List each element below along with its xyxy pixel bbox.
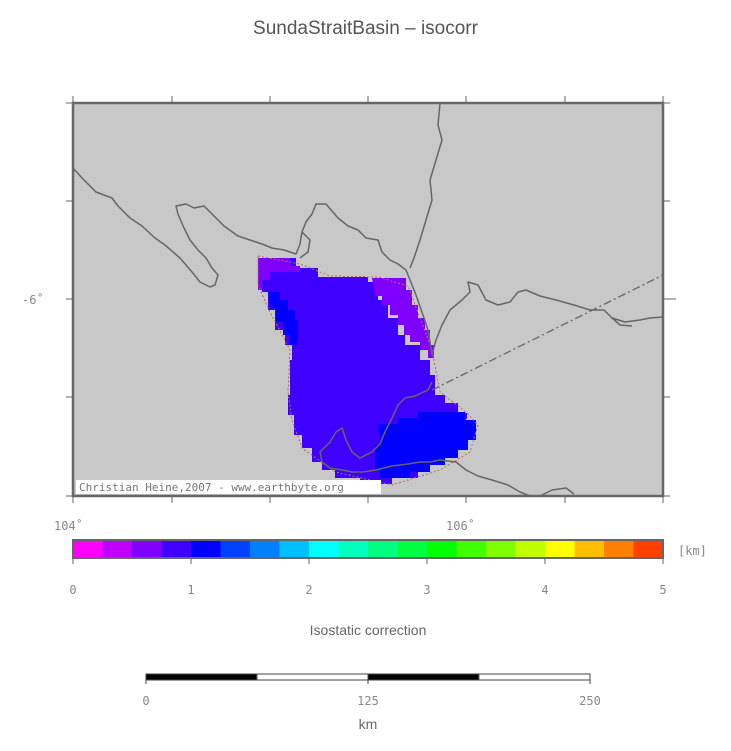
colorbar-cell	[309, 540, 339, 558]
grid-region-blue-se	[375, 412, 476, 478]
lineament-line	[431, 274, 664, 391]
colorbar-cell	[633, 540, 664, 558]
colorbar-cell	[191, 540, 221, 558]
scale-unit: km	[359, 716, 378, 732]
colorbar-cell	[161, 540, 192, 558]
credit-box	[76, 480, 381, 494]
colorbar-cell	[486, 540, 516, 558]
colorbar-cell	[397, 540, 428, 558]
lon-label-106e: 106˚	[446, 518, 475, 533]
grid-region-purple	[372, 278, 434, 358]
colorbar-ticks	[72, 558, 664, 564]
colorbar-cell	[279, 540, 310, 558]
colorbar-tick-label: 2	[305, 583, 312, 597]
lon-label-104e: 104˚	[54, 518, 83, 533]
isocorr-grid	[257, 255, 479, 486]
colorbar-cell	[427, 540, 457, 558]
colorbar-cell	[515, 540, 546, 558]
colorbar-tick-label: 3	[423, 583, 430, 597]
colorbar	[73, 540, 664, 558]
colorbar-tick-label: 1	[187, 583, 194, 597]
colorbar-cell	[574, 540, 605, 558]
coastlines	[72, 102, 664, 497]
grid-region-blue-w	[268, 292, 298, 345]
colorbar-cell	[368, 540, 398, 558]
scale-label-250: 250	[579, 694, 601, 708]
map-title: SundaStraitBasin – isocorr	[253, 18, 478, 39]
grid-region-purple-nw	[258, 258, 300, 290]
colorbar-cell	[604, 540, 634, 558]
colorbar-cell	[338, 540, 369, 558]
colorbar-unit: [km]	[678, 544, 707, 558]
colorbar-cell	[250, 540, 280, 558]
scale-label-0: 0	[142, 694, 149, 708]
scale-label-125: 125	[357, 694, 379, 708]
colorbar-cell	[102, 540, 133, 558]
colorbar-cell	[220, 540, 251, 558]
credit-text: Christian Heine,2007 - www.earthbyte.org	[79, 481, 344, 494]
colorbar-tick-label: 4	[541, 583, 548, 597]
colorbar-tick-labels: 0 1 2 3 4 5	[69, 583, 666, 597]
colorbar-cell	[545, 540, 575, 558]
colorbar-cell	[132, 540, 162, 558]
colorbar-frame	[72, 539, 664, 559]
colorbar-tick-label: 5	[659, 583, 666, 597]
colorbar-title: Isostatic correction	[310, 622, 427, 638]
frame-ticks	[66, 96, 676, 503]
colorbar-tick-label: 0	[69, 583, 76, 597]
lat-label-6s: -6˚	[22, 292, 44, 307]
colorbar-cell	[73, 540, 103, 558]
colorbar-cell	[456, 540, 487, 558]
scale-bar	[145, 673, 591, 684]
